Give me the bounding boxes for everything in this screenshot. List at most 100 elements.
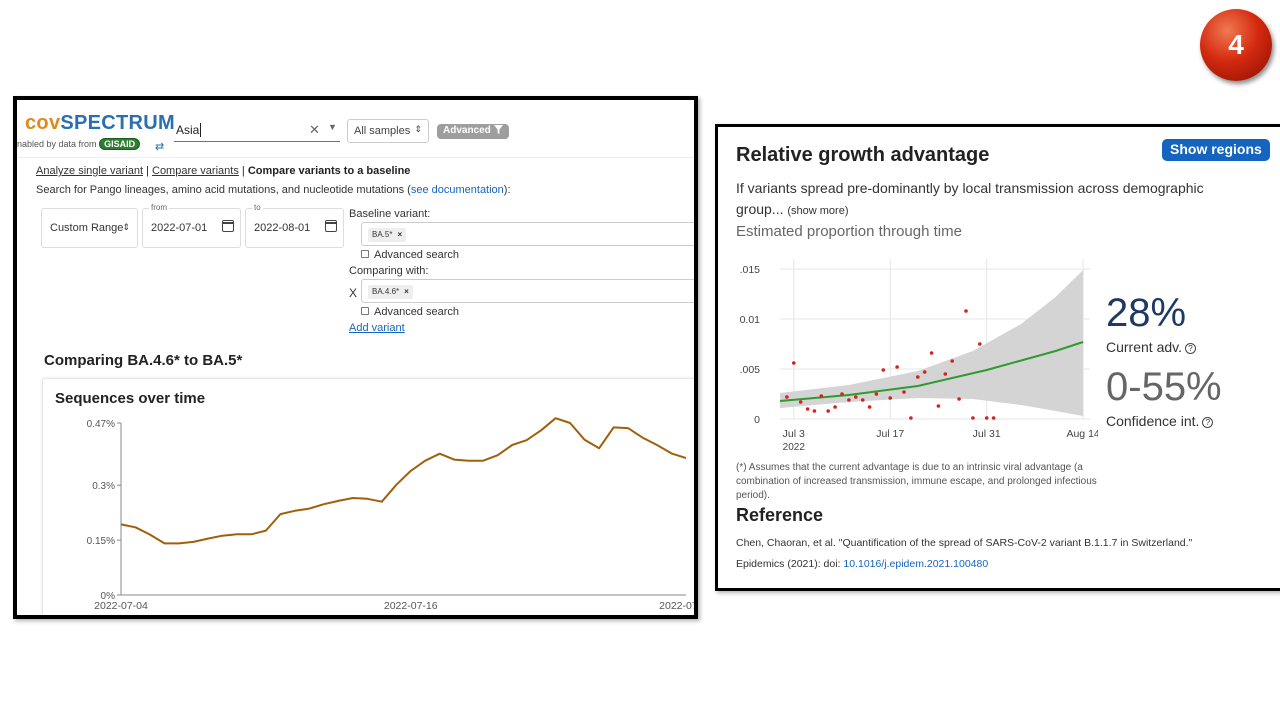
remove-variant-button[interactable]: X: [349, 286, 358, 300]
data-point: [943, 372, 948, 376]
select-arrows-icon: ⇕: [414, 124, 422, 134]
app-logo[interactable]: covSPECTRUM: [25, 112, 175, 135]
assumption-footnote: (*) Assumes that the current advantage i…: [736, 462, 1097, 501]
show-regions-button[interactable]: Show regions: [1162, 139, 1270, 161]
covspectrum-panel: covSPECTRUM nabled by data from GISAID ⇄…: [13, 96, 698, 619]
compare-to-baseline-link[interactable]: Compare variants to a baseline: [247, 165, 411, 177]
to-label: to: [252, 203, 263, 212]
baseline-advanced-search-checkbox[interactable]: [361, 250, 369, 258]
data-point: [922, 370, 927, 374]
x-tick-label: 2022-07-28: [659, 600, 698, 612]
reference-title: Reference: [736, 505, 824, 525]
samples-select-value: All samples: [354, 125, 411, 137]
slide-number: 4: [1228, 29, 1244, 60]
documentation-link[interactable]: see documentation: [410, 184, 504, 196]
comparing-advanced-search-checkbox[interactable]: [361, 307, 369, 315]
clear-icon[interactable]: ✕: [309, 122, 320, 137]
current-advantage-label-text: Current adv.: [1106, 339, 1182, 355]
data-point: [854, 395, 858, 399]
data-point: [964, 309, 968, 313]
to-date-value: 2022-08-01: [254, 222, 311, 234]
data-point: [902, 390, 906, 394]
enabled-by-text: nabled by data from: [17, 139, 97, 149]
sequences-over-time-chart: 0% 0.15% 0.3% 0.47% 2022-07-04 2022-07-16 2022…: [87, 417, 698, 612]
data-point: [805, 407, 810, 411]
region-search-input[interactable]: Asia: [174, 118, 340, 142]
search-help-body: Search for Pango lineages, amino acid mu…: [36, 184, 411, 196]
growth-advantage-panel: Relative growth advantage Show regions I…: [715, 124, 1280, 591]
y-tick-label: 0.15%: [87, 536, 115, 547]
estimated-proportion-title: Estimated proportion through time: [736, 223, 962, 240]
fit-line: [779, 341, 1084, 402]
comparing-variant-input[interactable]: BA.4.6* ×: [361, 279, 694, 303]
advanced-button[interactable]: Advanced: [437, 124, 509, 139]
data-point: [971, 416, 975, 420]
x-tick-label: 2022-07-16: [384, 600, 438, 612]
variant-chip-label: BA.4.6*: [372, 287, 400, 296]
logo-spectrum-text: SPECTRUM: [60, 112, 176, 134]
remove-chip-icon[interactable]: ×: [404, 287, 409, 296]
y-tick-label: 0.47%: [87, 419, 115, 430]
nav-separator: |: [146, 165, 149, 177]
data-point: [826, 409, 830, 413]
data-point: [888, 396, 892, 400]
search-help-text: Search for Pango lineages, amino acid mu…: [36, 184, 511, 196]
swap-icon[interactable]: ⇄: [155, 141, 165, 153]
compare-variants-link[interactable]: Compare variants: [152, 165, 239, 177]
y-tick-label: 0%: [101, 591, 116, 602]
confidence-interval-label: Confidence int.?: [1106, 413, 1214, 429]
y-tick-label: 0.3%: [92, 481, 115, 492]
chevron-down-icon[interactable]: ▼: [328, 122, 337, 132]
x-tick-label: Jul 3: [783, 428, 805, 440]
from-date-field[interactable]: from 2022-07-01: [142, 203, 241, 248]
samples-select[interactable]: All samples ⇕: [347, 119, 429, 143]
add-variant-link[interactable]: Add variant: [349, 322, 405, 334]
advanced-button-label: Advanced: [443, 125, 491, 136]
nav-separator: |: [241, 165, 245, 177]
help-icon[interactable]: ?: [1202, 417, 1214, 428]
help-icon[interactable]: ?: [1185, 343, 1196, 354]
confidence-interval-value: 0-55%: [1106, 365, 1222, 409]
card-title: Sequences over time: [55, 390, 206, 407]
advanced-search-label: Advanced search: [374, 306, 459, 318]
confidence-interval-label-text: Confidence int.: [1106, 413, 1200, 429]
growth-description: If variants spread pre-dominantly by loc…: [736, 178, 1236, 222]
reference-citation: Chen, Chaoran, et al. "Quantification of…: [736, 537, 1193, 549]
data-point: [957, 397, 961, 401]
region-value: Asia: [176, 123, 200, 137]
x-tick-label: 2022-07-04: [94, 600, 148, 612]
analysis-mode-nav: Analyze single variant | Compare variant…: [36, 165, 410, 177]
remove-chip-icon[interactable]: ×: [397, 230, 403, 239]
baseline-variant-input[interactable]: BA.5* ×: [361, 222, 694, 246]
data-point: [984, 416, 989, 420]
comparison-title: Comparing BA.4.6* to BA.5*: [44, 352, 243, 369]
data-point: [798, 400, 803, 404]
data-point: [881, 368, 886, 372]
x-tick-year-label: 2022: [783, 442, 806, 453]
series-line: [120, 417, 687, 545]
from-label: from: [149, 203, 169, 212]
y-tick-label: .005: [740, 364, 761, 376]
analyze-single-variant-link[interactable]: Analyze single variant: [36, 165, 144, 177]
data-point: [978, 342, 982, 346]
variant-chip: BA.5* ×: [368, 228, 407, 242]
calendar-icon[interactable]: [325, 220, 337, 232]
confidence-band: [780, 270, 1084, 416]
show-more-link[interactable]: (show more): [787, 205, 849, 217]
data-point: [785, 395, 789, 399]
gisaid-logo[interactable]: GISAID: [99, 138, 141, 150]
data-point: [991, 416, 996, 420]
data-point: [847, 398, 851, 402]
to-date-field[interactable]: to 2022-08-01: [245, 203, 344, 248]
app-header: covSPECTRUM nabled by data from GISAID ⇄…: [17, 100, 694, 158]
comparing-with-label: Comparing with:: [349, 265, 429, 277]
x-tick-label: Jul 31: [973, 428, 1001, 440]
data-point: [840, 392, 844, 396]
estimated-proportion-chart: .015 0.01 .005 0 Jul 3 Jul 17 Jul 31 Aug 14 2022: [740, 259, 1098, 453]
calendar-icon[interactable]: [222, 220, 234, 232]
from-date-value: 2022-07-01: [151, 222, 208, 234]
date-range-value: Custom Range: [50, 222, 124, 234]
date-range-select[interactable]: Custom Range ⇕: [41, 208, 138, 248]
doi-link[interactable]: 10.1016/j.epidem.2021.100480: [843, 558, 989, 570]
sequences-over-time-card: Sequences over time 0% 0.15% 0.3% 0.47% 2022…: [42, 378, 698, 615]
